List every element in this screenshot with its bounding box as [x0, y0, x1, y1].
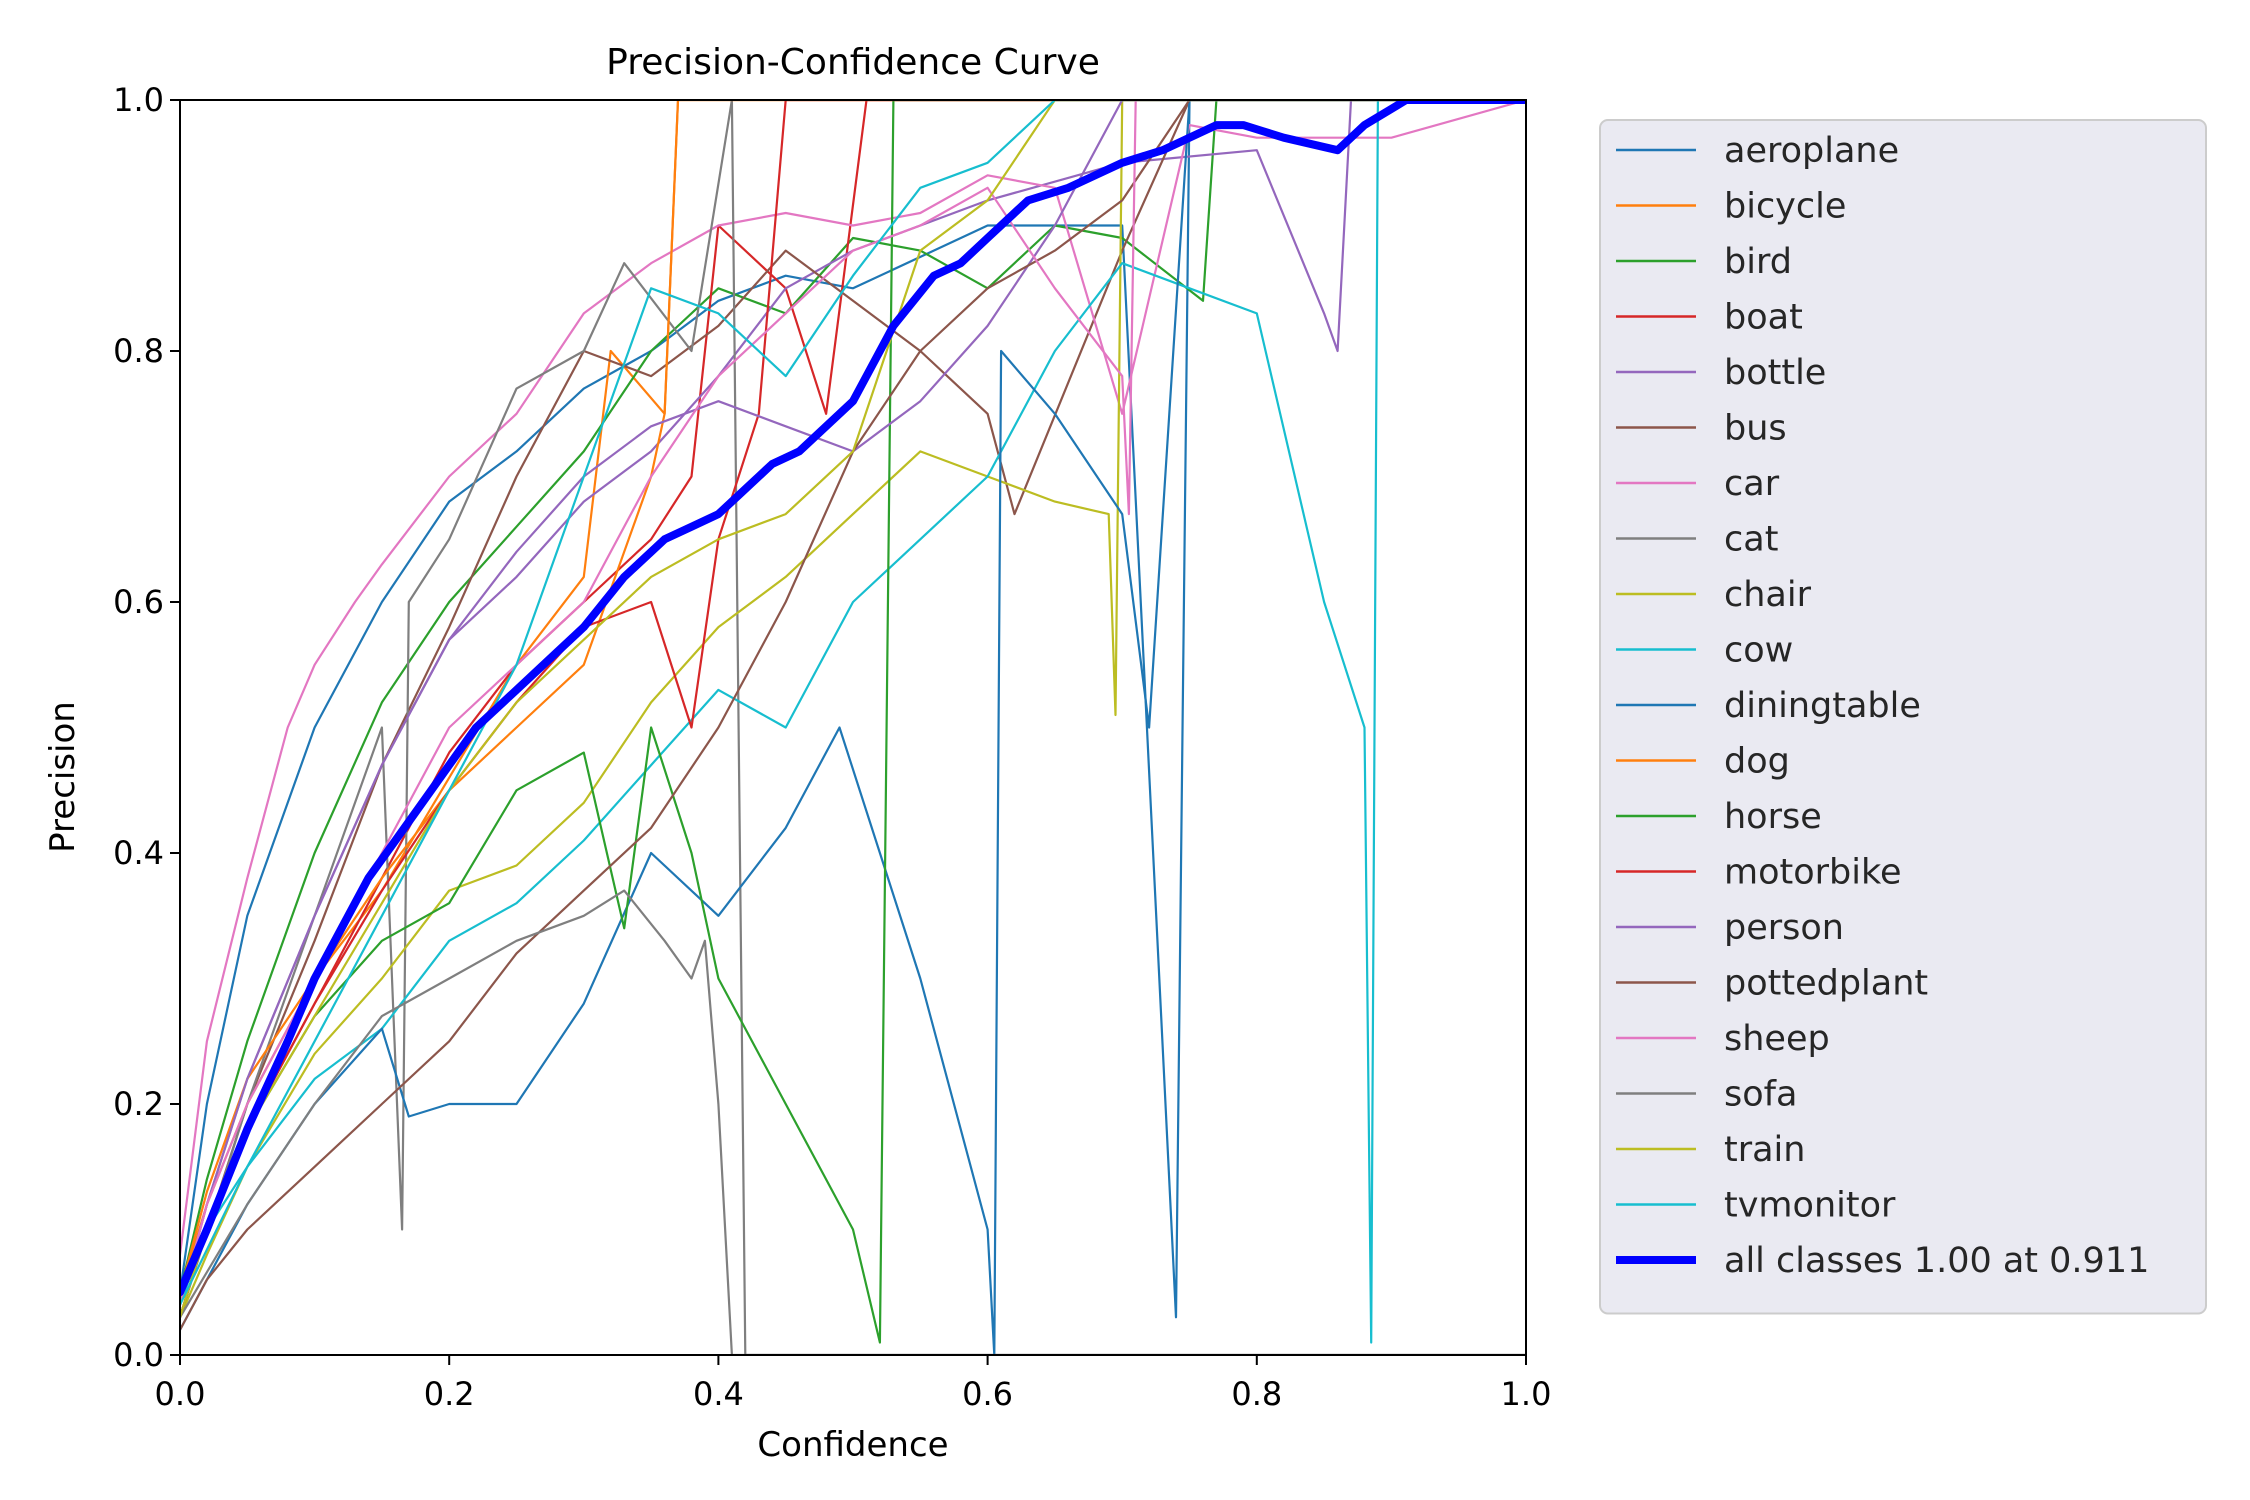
legend-label-sofa: sofa [1724, 1075, 1797, 1115]
x-tick-label: 0.4 [693, 1375, 744, 1413]
y-tick-label: 0.8 [113, 332, 164, 370]
chart-title: Precision-Confidence Curve [606, 42, 1100, 83]
series-line-cat [180, 100, 1526, 1355]
series-line-train [180, 100, 1526, 1319]
legend-label-aeroplane: aeroplane [1724, 131, 1899, 171]
legend-label-all-classes: all classes 1.00 at 0.911 [1724, 1241, 2149, 1281]
legend-label-motorbike: motorbike [1724, 853, 1902, 893]
series-group [180, 100, 1526, 1355]
axes: 0.0 0.2 0.4 0.6 0.8 1.0 0.0 0.2 0.4 0.6 0.8 1.0 [113, 81, 1551, 1413]
legend-label-bird: bird [1724, 242, 1792, 282]
plot-frame [179, 99, 1527, 1356]
legend-label-boat: boat [1724, 298, 1803, 338]
x-tick-label: 1.0 [1501, 1375, 1552, 1413]
legend-label-tvmonitor: tvmonitor [1724, 1186, 1896, 1226]
legend-label-car: car [1724, 464, 1780, 504]
series-line-all-classes [180, 100, 1526, 1297]
x-tick-label: 0.2 [424, 1375, 475, 1413]
series-line-person [180, 100, 1526, 1306]
series-line-chair [180, 100, 1526, 1319]
legend-label-bus: bus [1724, 409, 1787, 449]
series-line-bird [180, 100, 1526, 1294]
legend-label-diningtable: diningtable [1724, 686, 1921, 726]
y-tick-label: 1.0 [113, 81, 164, 119]
x-axis-label: Confidence [757, 1425, 948, 1465]
legend-label-cow: cow [1724, 631, 1793, 671]
y-tick-label: 0.4 [113, 834, 164, 872]
legend-box [1599, 119, 2207, 1315]
x-tick-label: 0.8 [1231, 1375, 1282, 1413]
legend-label-cat: cat [1724, 520, 1778, 560]
x-tick-label: 0.6 [962, 1375, 1013, 1413]
series-line-car [180, 100, 1526, 1256]
series-line-aeroplane [180, 100, 1526, 1319]
legend-label-bicycle: bicycle [1724, 187, 1846, 227]
y-tick-label: 0.6 [113, 583, 164, 621]
series-line-tvmonitor [180, 100, 1526, 1306]
y-tick-label: 0.2 [113, 1085, 164, 1123]
legend-label-sheep: sheep [1724, 1019, 1830, 1059]
y-tick-label: 0.0 [113, 1336, 164, 1374]
legend-label-train: train [1724, 1130, 1805, 1170]
plot-area [180, 100, 1526, 1355]
legend-label-dog: dog [1724, 742, 1790, 782]
y-axis-label: Precision [43, 701, 83, 853]
legend-label-bottle: bottle [1724, 353, 1826, 393]
legend: aeroplane bicycle bird boat bottle bus car cat c… [1599, 119, 2207, 1315]
legend-label-horse: horse [1724, 797, 1822, 837]
series-line-diningtable [180, 100, 1526, 1355]
series-line-bus [180, 100, 1526, 1319]
series-line-pottedplant [180, 100, 1526, 1332]
series-line-sofa [180, 889, 1526, 1355]
legend-label-person: person [1724, 908, 1844, 948]
legend-label-chair: chair [1724, 575, 1812, 615]
legend-label-pottedplant: pottedplant [1724, 964, 1928, 1004]
x-tick-label: 0.0 [155, 1375, 206, 1413]
